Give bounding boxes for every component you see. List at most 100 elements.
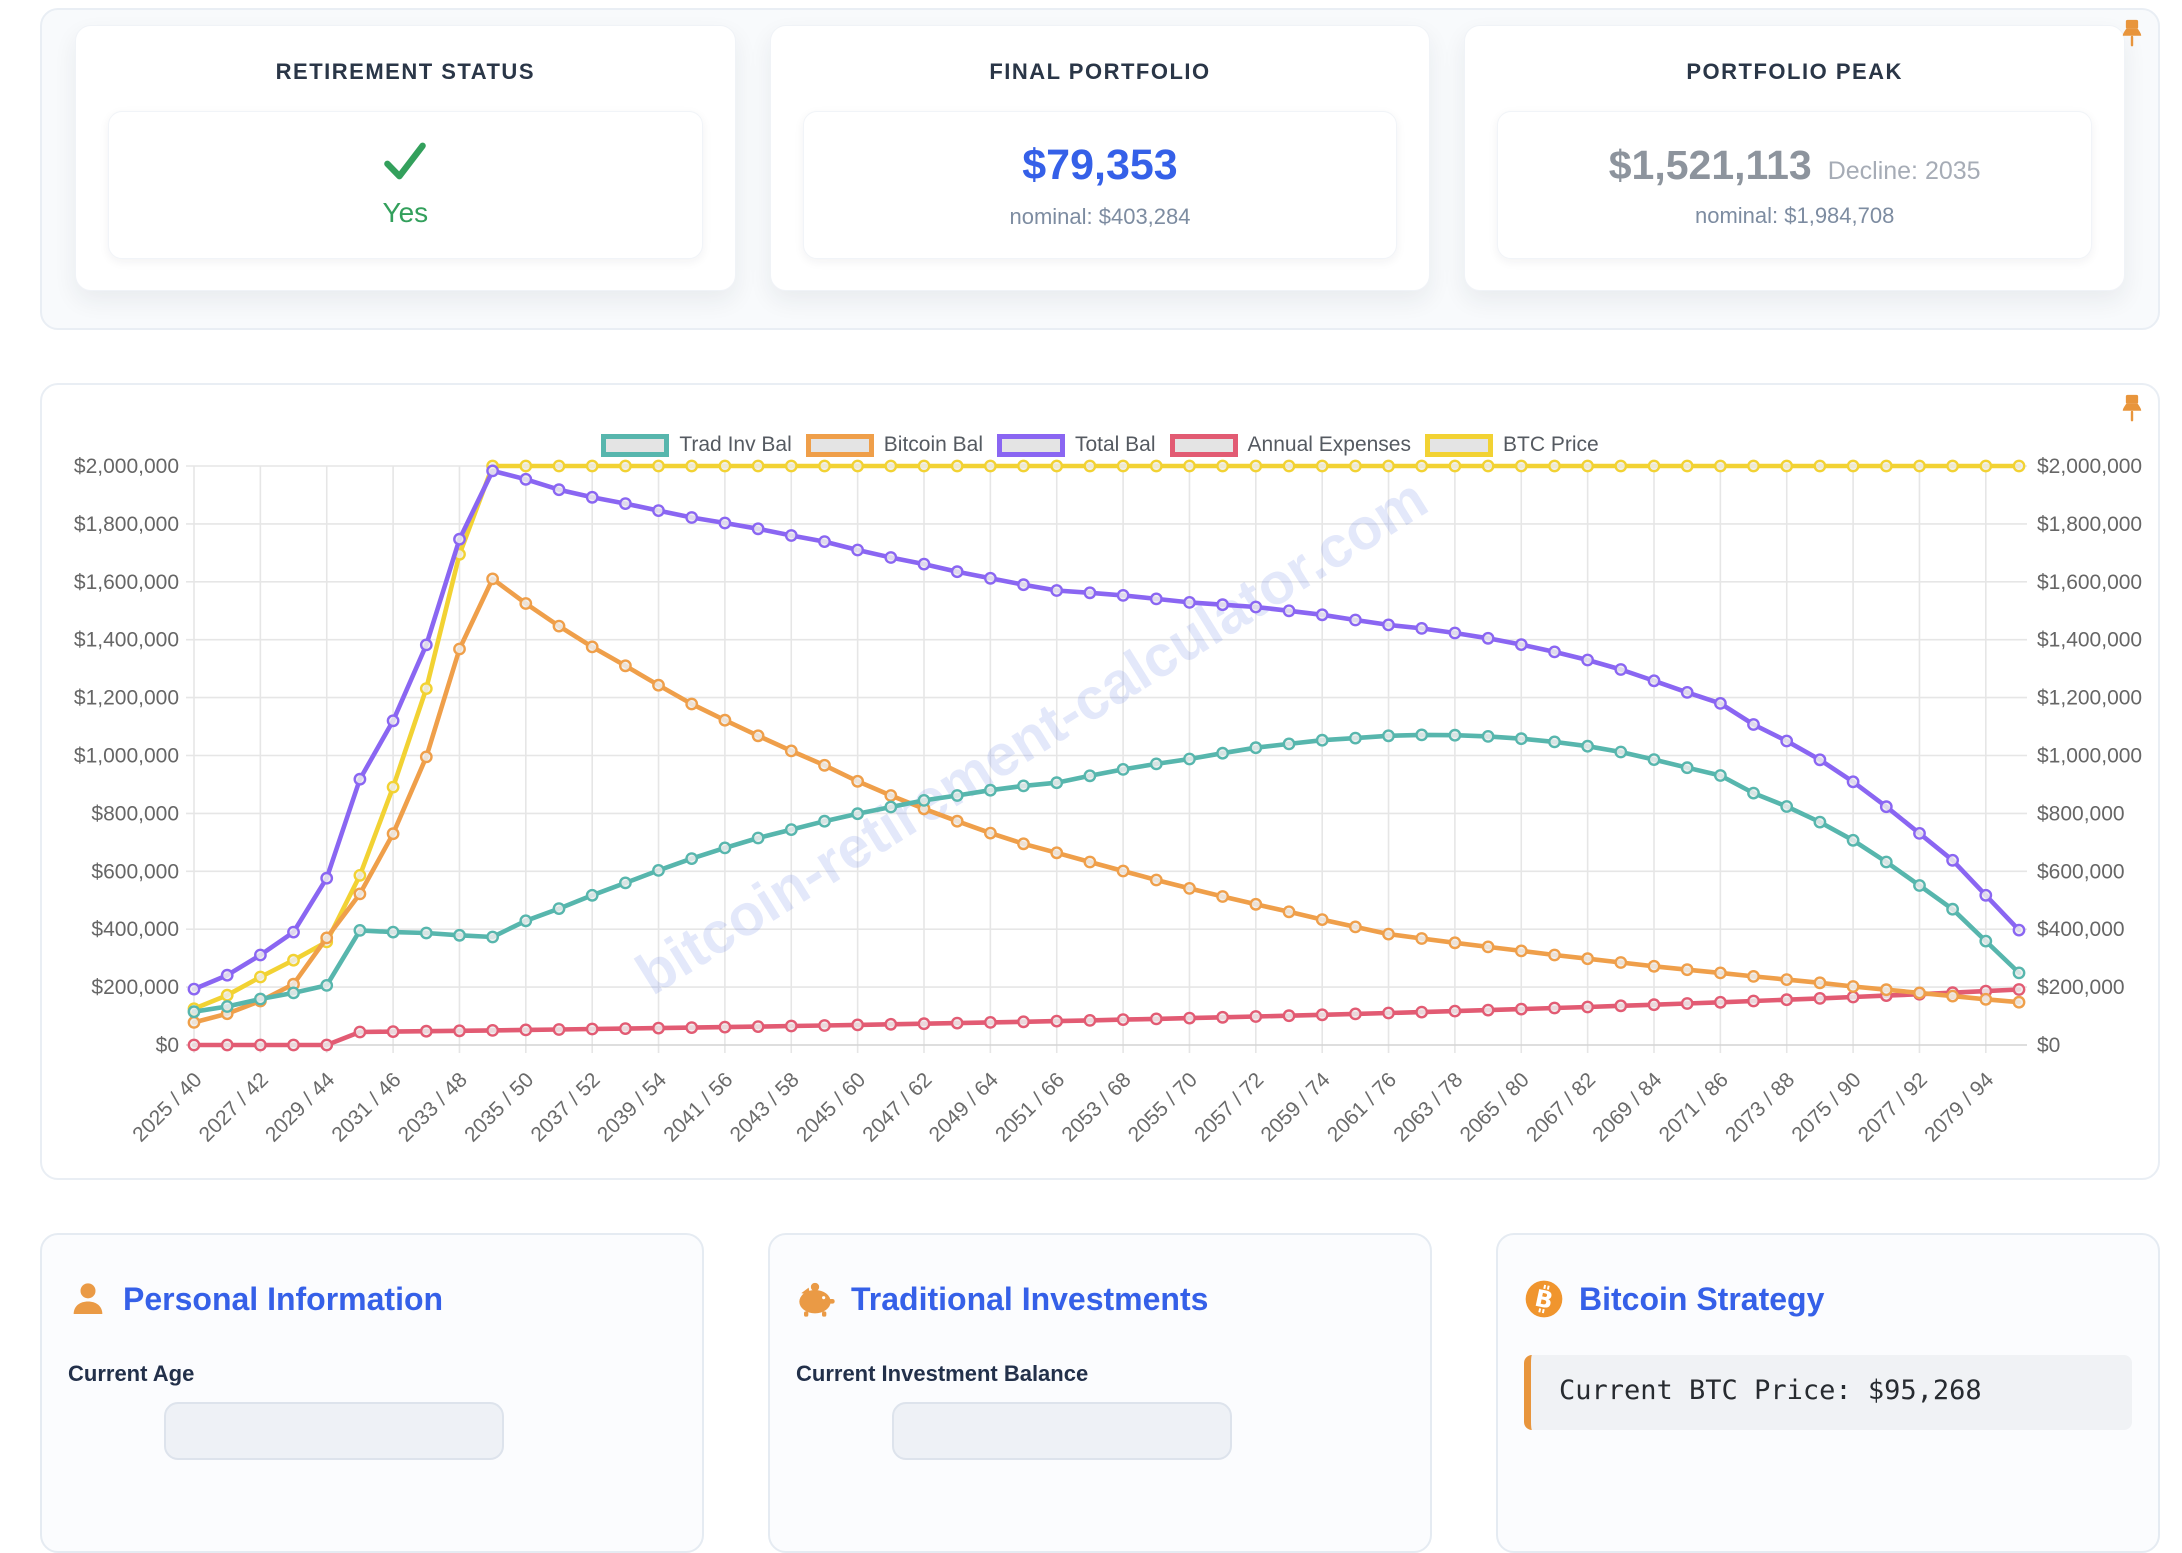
data-point — [1979, 992, 1993, 1006]
y-tick-label-left: $200,000 — [91, 976, 179, 999]
data-point — [187, 1038, 201, 1052]
y-tick-label-right: $600,000 — [2037, 860, 2125, 883]
data-point — [1813, 815, 1827, 829]
data-point — [751, 729, 765, 743]
data-point — [1149, 459, 1163, 473]
data-point — [253, 970, 267, 984]
data-point — [2012, 995, 2026, 1009]
data-point — [718, 841, 732, 855]
data-point — [2012, 966, 2026, 980]
section-title: Traditional Investments — [851, 1280, 1209, 1317]
data-point — [884, 551, 898, 564]
watermark-text: bitcoin-retirement-calculator.com — [625, 466, 1438, 1008]
data-point — [1913, 986, 1926, 1000]
data-point — [1548, 1001, 1561, 1015]
data-point — [1481, 1003, 1495, 1017]
legend-item[interactable]: Annual Expenses — [1169, 433, 1411, 457]
data-point — [685, 852, 699, 865]
data-point — [851, 543, 864, 557]
data-point — [718, 459, 732, 473]
data-point — [1216, 746, 1230, 760]
data-point — [1614, 745, 1628, 759]
data-point — [1780, 459, 1794, 473]
data-point — [1979, 459, 1993, 473]
legend-item[interactable]: Total Bal — [996, 433, 1156, 457]
data-point — [685, 697, 699, 711]
data-point — [1680, 997, 1694, 1010]
x-tick-label: 2045 / 60 — [792, 1068, 870, 1146]
data-point — [287, 1038, 300, 1052]
data-point — [2012, 983, 2026, 996]
data-point — [1780, 800, 1794, 813]
data-point — [486, 1024, 499, 1037]
data-point — [320, 871, 334, 885]
data-point — [917, 793, 931, 807]
legend-item[interactable]: BTC Price — [1424, 433, 1599, 457]
data-point — [353, 1025, 367, 1039]
data-point — [419, 1024, 433, 1038]
pin-icon[interactable] — [2116, 18, 2148, 50]
data-point — [619, 1022, 632, 1035]
data-point — [419, 750, 433, 764]
x-tick-label: 2029 / 44 — [261, 1068, 339, 1146]
data-point — [851, 1018, 864, 1032]
x-tick-label: 2033 / 48 — [394, 1068, 472, 1146]
data-point — [1448, 626, 1462, 640]
data-point — [652, 459, 665, 473]
series-line — [191, 468, 2022, 992]
data-point — [718, 1020, 732, 1034]
current-age-input[interactable] — [164, 1402, 505, 1460]
x-tick-label: 2053 / 68 — [1057, 1068, 1135, 1146]
y-tick-label-right: $1,000,000 — [2037, 745, 2142, 768]
x-tick-label: 2067 / 82 — [1522, 1068, 1600, 1146]
data-point — [1315, 913, 1329, 926]
data-point — [1647, 753, 1661, 766]
legend-item[interactable]: Trad Inv Bal — [601, 433, 792, 457]
data-point — [1249, 897, 1263, 911]
data-point — [1879, 855, 1893, 869]
data-point — [1846, 980, 1860, 993]
data-point — [884, 789, 898, 802]
data-point — [453, 532, 466, 546]
x-tick-label: 2039 / 54 — [593, 1068, 671, 1146]
data-point — [1282, 905, 1296, 919]
data-point — [1581, 1000, 1595, 1014]
data-point — [1415, 728, 1429, 742]
final-portfolio-nominal: nominal: $403,284 — [1009, 203, 1191, 229]
data-point — [1216, 1010, 1230, 1024]
data-point — [1548, 645, 1561, 659]
check-icon — [381, 141, 429, 183]
data-point — [287, 953, 300, 967]
data-point — [585, 1022, 599, 1036]
current-investment-balance-input[interactable] — [892, 1402, 1233, 1460]
data-point — [619, 459, 632, 473]
data-point — [1548, 459, 1561, 473]
x-tick-label: 2061 / 76 — [1323, 1068, 1401, 1146]
data-point — [718, 713, 732, 727]
data-point — [818, 758, 831, 772]
data-point — [984, 459, 997, 473]
data-point — [1813, 753, 1827, 767]
data-point — [419, 682, 433, 695]
legend-swatch — [1169, 433, 1238, 457]
data-point — [585, 459, 599, 473]
personal-information-card: Personal Information Current Age — [40, 1233, 704, 1553]
data-point — [1116, 1013, 1130, 1026]
y-tick-label-right: $1,600,000 — [2037, 571, 2142, 594]
data-point — [1183, 752, 1196, 766]
data-point — [585, 640, 599, 654]
x-tick-label: 2059 / 74 — [1257, 1068, 1335, 1146]
data-point — [1581, 952, 1595, 966]
series-line — [191, 732, 2022, 1014]
data-point — [1315, 1008, 1329, 1022]
pin-icon[interactable] — [2116, 393, 2148, 425]
data-point — [419, 638, 433, 652]
y-tick-label-right: $200,000 — [2037, 976, 2125, 999]
data-point — [1349, 613, 1362, 627]
data-point — [1149, 592, 1163, 606]
current-age-label: Current Age — [68, 1361, 195, 1386]
legend-item[interactable]: Bitcoin Bal — [805, 433, 983, 457]
data-point — [1448, 728, 1462, 742]
data-point — [652, 504, 665, 518]
